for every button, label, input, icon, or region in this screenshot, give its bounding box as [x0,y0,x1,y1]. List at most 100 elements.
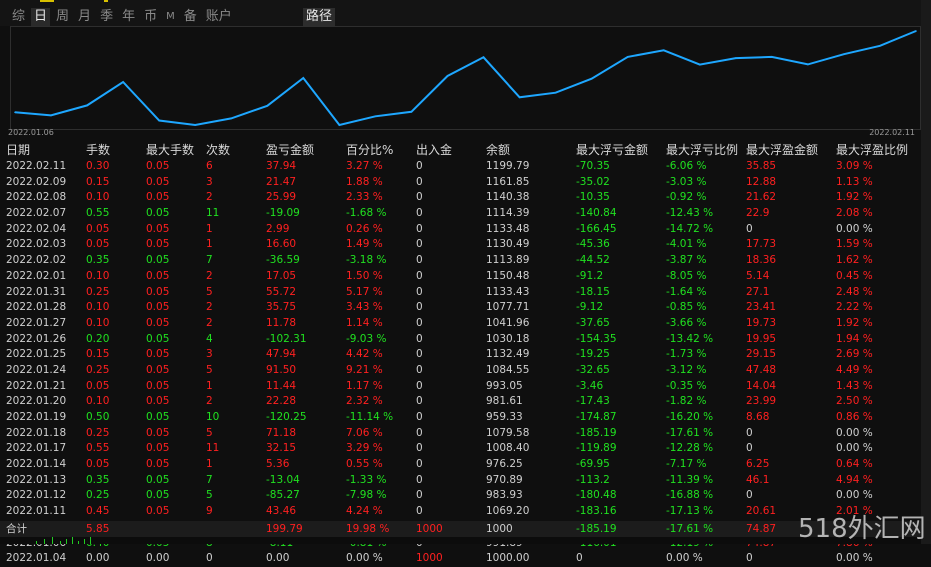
col-header-count[interactable]: 次数 [206,143,231,157]
cell-max-float-profit-pct: 2.08 % [836,207,873,220]
col-header-deposit[interactable]: 出入金 [416,143,453,157]
cell-deposit: 0 [416,458,423,471]
cell-pct: 7.06 % [346,426,383,439]
cell-max-float-profit-pct: 1.59 % [836,238,873,251]
totals-deposit: 1000 [416,523,443,535]
tab-summary[interactable]: 综 [12,9,26,24]
col-header-max-float-loss[interactable]: 最大浮亏金额 [576,143,649,157]
table-row[interactable]: 2022.02.03 0.05 0.05 1 16.60 1.49 % 0 1130.49 -4… [0,237,921,253]
cell-count: 2 [206,191,213,204]
cell-count: 0 [206,552,213,565]
col-header-date[interactable]: 日期 [6,143,31,157]
table-row[interactable]: 2022.02.09 0.15 0.05 3 21.47 1.88 % 0 1161.85 -3… [0,175,921,191]
tab-week[interactable]: 周 [56,9,70,24]
table-row[interactable]: 2022.02.08 0.10 0.05 2 25.99 2.33 % 0 1140.38 -1… [0,190,921,206]
col-header-balance[interactable]: 余额 [486,143,511,157]
route-button[interactable]: 路径 [303,8,336,26]
balance-point [626,56,629,58]
col-header-max-lots[interactable]: 最大手数 [146,143,195,157]
cell-balance: 1130.49 [486,238,530,251]
table-row[interactable]: 2022.01.18 0.25 0.05 5 71.18 7.06 % 0 1079.58 -1… [0,426,921,442]
table-row[interactable]: 2022.01.04 0.00 0.00 0 0.00 0.00 % 1000 1000.00… [0,551,921,567]
cell-balance: 1133.43 [486,285,530,298]
cell-max-float-loss-pct: -17.13 % [666,505,714,518]
cell-balance: 1150.48 [486,269,530,282]
cell-count: 4 [206,332,213,345]
col-header-max-float-profit-pct[interactable]: 最大浮盈比例 [836,143,909,157]
cell-max-float-profit-pct: 1.92 % [836,316,873,329]
table-row[interactable]: 2022.01.26 0.20 0.05 4 -102.31 -9.03 % 0 1030.1… [0,332,921,348]
volume-bar [72,537,73,544]
cell-max-float-profit-pct: 1.43 % [836,379,873,392]
balance-point [302,77,305,79]
cell-pct: 1.49 % [346,238,383,251]
vertical-scrollbar[interactable] [921,0,931,544]
table-row[interactable]: 2022.01.28 0.10 0.05 2 35.75 3.43 % 0 1077.71 -9… [0,300,921,316]
cell-max-float-profit: 18.36 [746,254,777,267]
table-row[interactable]: 2022.01.14 0.05 0.05 1 5.36 0.55 % 0 976.25 -69.… [0,457,921,473]
cell-date: 2022.02.08 [6,191,67,204]
table-row[interactable]: 2022.02.02 0.35 0.05 7 -36.59 -3.18 % 0 1113.89… [0,253,921,269]
cell-max-lots: 0.05 [146,269,170,282]
cell-max-float-profit-pct: 0.00 % [836,222,873,235]
col-header-max-float-loss-pct[interactable]: 最大浮亏比例 [666,143,739,157]
table-row[interactable]: 2022.01.25 0.15 0.05 3 47.94 4.42 % 0 1132.49 -1… [0,347,921,363]
cell-max-float-loss-pct: -1.64 % [666,285,707,298]
table-row[interactable]: 2022.01.11 0.45 0.05 9 43.46 4.24 % 0 1069.20 -1… [0,504,921,520]
cell-max-float-loss: -154.35 [576,332,617,345]
col-header-lots[interactable]: 手数 [86,143,111,157]
table-row[interactable]: 2022.01.31 0.25 0.05 5 55.72 5.17 % 0 1133.43 -1… [0,285,921,301]
cell-max-float-loss-pct: 0.00 % [666,552,703,565]
table-row[interactable]: 2022.02.04 0.05 0.05 1 2.99 0.26 % 0 1133.48 -16… [0,222,921,238]
cell-deposit: 0 [416,505,423,518]
cell-pl-amount: 17.05 [266,269,297,282]
table-row[interactable]: 2022.01.20 0.10 0.05 2 22.28 2.32 % 0 981.61 -17… [0,394,921,410]
tab-year[interactable]: 年 [122,9,136,24]
cell-max-float-profit: 46.1 [746,473,770,486]
table-row[interactable]: 2022.01.27 0.10 0.05 2 11.78 1.14 % 0 1041.96 -3… [0,316,921,332]
cell-lots: 0.25 [86,285,110,298]
cell-pl-amount: 32.15 [266,442,297,455]
tab-m[interactable]: M [166,11,175,22]
cell-pl-amount: -13.04 [266,473,300,486]
table-row[interactable]: 2022.01.17 0.55 0.05 11 32.15 3.29 % 0 1008.40 -… [0,441,921,457]
tab-month[interactable]: 月 [78,9,92,24]
cell-balance: 1133.48 [486,222,530,235]
cell-max-float-profit-pct: 0.00 % [836,426,873,439]
tab-day[interactable]: 日 [31,8,51,26]
cell-max-float-profit: 22.9 [746,207,770,220]
table-row[interactable]: 2022.01.12 0.25 0.05 5 -85.27 -7.98 % 0 983.93 -… [0,488,921,504]
col-header-pl-amount[interactable]: 盈亏金额 [266,143,315,157]
totals-pct: 19.98 % [346,523,390,535]
balance-point [266,105,269,107]
cell-lots: 0.15 [86,348,110,361]
cell-max-float-loss: -69.95 [576,458,610,471]
cell-deposit: 0 [416,316,423,329]
table-row[interactable]: 2022.02.07 0.55 0.05 11 -19.09 -1.68 % 0 1114.3… [0,206,921,222]
tab-quarter[interactable]: 季 [100,9,114,24]
table-row[interactable]: 2022.01.13 0.35 0.05 7 -13.04 -1.33 % 0 970.89 -… [0,473,921,489]
cell-balance: 1140.38 [486,191,530,204]
daily-report-table: 日期 手数 最大手数 次数 盈亏金额 百分比% 出入金 余额 最大浮亏金额 最大浮亏比例 最大浮盈金… [0,143,921,567]
cell-deposit: 0 [416,207,423,220]
table-row[interactable]: 2022.01.24 0.25 0.05 5 91.50 9.21 % 0 1084.55 -3… [0,363,921,379]
balance-point [482,56,485,59]
cell-max-float-profit-pct: 0.64 % [836,458,873,471]
cell-count: 3 [206,348,213,361]
cell-lots: 0.55 [86,442,110,455]
cell-date: 2022.01.24 [6,363,67,376]
totals-balance: 1000 [486,523,513,535]
col-header-max-float-profit[interactable]: 最大浮盈金额 [746,143,819,157]
cell-lots: 0.30 [86,160,110,172]
cell-max-lots: 0.05 [146,316,170,329]
tab-account[interactable]: 账户 [205,9,232,24]
table-row[interactable]: 2022.02.11 0.30 0.05 6 37.94 3.27 % 0 1199.79 -7… [0,159,921,175]
cell-max-float-loss: 0 [576,552,583,565]
table-row[interactable]: 2022.02.01 0.10 0.05 2 17.05 1.50 % 0 1150.48 -9… [0,269,921,285]
tab-note[interactable]: 备 [183,9,197,24]
tab-currency[interactable]: 币 [144,9,158,24]
table-row[interactable]: 2022.01.21 0.05 0.05 1 11.44 1.17 % 0 993.05 -3.… [0,379,921,395]
balance-line-chart [14,30,917,127]
col-header-pct[interactable]: 百分比% [346,143,394,157]
table-row[interactable]: 2022.01.19 0.50 0.05 10 -120.25 -11.14 % 0 959.… [0,410,921,426]
